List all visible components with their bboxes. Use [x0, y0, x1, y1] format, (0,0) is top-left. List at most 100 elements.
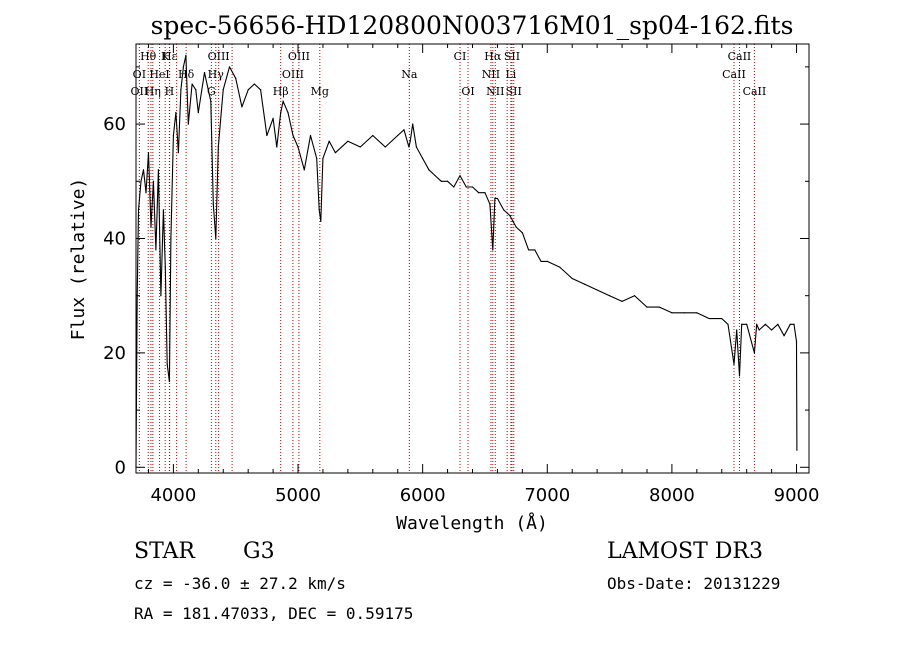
spectrum-point: [484, 192, 486, 194]
spectral-line-label: Li: [505, 68, 516, 81]
spectral-line-label: SII: [504, 50, 520, 63]
spectral-line-label: G: [207, 85, 216, 98]
spectrum-point: [157, 169, 160, 171]
spectrum-point: [736, 329, 738, 331]
x-tick-label: 4000: [150, 485, 196, 506]
spectrum-point: [478, 192, 480, 194]
spectrum-point: [303, 169, 305, 171]
spectrum-point: [359, 146, 361, 148]
spectrum-point: [621, 300, 623, 302]
spectrum-point: [428, 169, 430, 171]
spectrum-point: [440, 180, 442, 182]
spectrum-point: [515, 226, 517, 228]
spectrum-point: [180, 89, 182, 91]
spectral-line-label: CaII: [722, 68, 746, 81]
spectrum-point: [409, 140, 411, 142]
spectrum-point: [546, 260, 548, 262]
spectrum-point: [309, 134, 312, 137]
spectrum-point: [494, 197, 496, 200]
spectral-line-label: CaII: [728, 50, 752, 63]
spectrum-point: [152, 180, 155, 182]
spectrum-point: [145, 192, 147, 194]
spectral-line-label: Hη: [145, 85, 161, 98]
spectrum-point: [633, 295, 636, 297]
spectrum-point: [162, 209, 165, 211]
spectrum-point: [646, 306, 648, 308]
spectrum-point: [489, 203, 491, 205]
spectrum-point: [166, 363, 168, 365]
spectrum-point: [253, 83, 255, 85]
spectrum-point: [796, 449, 798, 451]
spectrum-point: [534, 249, 536, 251]
spectral-line-label: CaII: [743, 85, 767, 98]
spectrum-point: [608, 295, 611, 297]
y-tick-label: 40: [103, 228, 126, 249]
spectrum-point: [727, 323, 729, 325]
spectrum-point: [771, 329, 773, 331]
spectrum-point: [155, 249, 157, 251]
spectrum-point: [276, 146, 278, 148]
spectrum-point: [446, 180, 449, 182]
spectrum-point: [397, 134, 399, 137]
spectral-line-label: NII: [486, 85, 504, 98]
spectrum-point: [756, 323, 758, 325]
spectral-line-label: K: [161, 50, 170, 63]
spectrum-point: [217, 146, 219, 148]
spectrum-point: [185, 54, 187, 57]
spectrum-point: [260, 89, 262, 91]
y-tick-label: 60: [103, 114, 126, 135]
spectrum-point: [137, 209, 140, 211]
spectral-line-label: OI: [133, 68, 146, 81]
spectrum-point: [789, 323, 791, 325]
spectrum-point: [746, 323, 748, 325]
spectrum-point: [408, 146, 410, 148]
spectral-line-label: OI: [461, 85, 474, 98]
spectrum-point: [170, 237, 172, 240]
spectrum-point: [334, 152, 337, 154]
spectrum-line: [135, 54, 798, 468]
spectrum-point: [415, 146, 418, 148]
spectrum-point: [540, 260, 542, 262]
coordinates-readout: RA = 181.47033, DEC = 0.59175: [134, 604, 414, 623]
spectrum-point: [228, 66, 231, 68]
spectrum-point: [708, 317, 710, 320]
spectrum-point: [222, 89, 224, 91]
spectrum-point: [168, 380, 171, 383]
spectrum-series: [135, 54, 798, 468]
plot-frame: [135, 43, 810, 474]
spectral-line-label: CI: [454, 50, 467, 63]
spectrum-point: [247, 89, 249, 91]
spectrum-point: [422, 157, 424, 159]
spectrum-point: [197, 112, 199, 114]
spectrum-point: [297, 146, 299, 148]
x-tick-label: 9000: [774, 485, 820, 506]
observation-date: Obs-Date: 20131229: [607, 574, 781, 593]
spectrum-point: [741, 323, 743, 325]
object-class: STAR: [134, 539, 195, 564]
redshift-readout: cz = -36.0 ± 27.2 km/s: [134, 574, 346, 593]
spectrum-point: [210, 100, 212, 102]
spectrum-point: [509, 215, 511, 217]
spectrum-point: [696, 312, 698, 314]
spectrum-point: [758, 329, 760, 331]
spectral-line-label: Hγ: [208, 68, 225, 81]
spectral-line-label: OIII: [288, 50, 310, 63]
spectrum-point: [492, 249, 494, 251]
spectrum-point: [316, 157, 318, 159]
spectrum-point: [658, 306, 661, 308]
spectrum-point: [322, 157, 324, 159]
x-tick-label: 7000: [524, 485, 570, 506]
y-tick-label: 0: [115, 457, 126, 478]
spectrum-point: [187, 123, 189, 125]
spectrum-point: [503, 209, 505, 211]
spectral-line-label: Hβ: [273, 85, 289, 98]
spectral-line-label: Hε: [162, 50, 178, 63]
spectrum-point: [412, 123, 414, 125]
spectral-line-label: H: [165, 85, 175, 98]
spectrum-point: [195, 89, 197, 91]
spectrum-point: [177, 152, 179, 154]
spectral-line-label: Mg: [311, 85, 329, 98]
spectrum-point: [738, 375, 741, 377]
